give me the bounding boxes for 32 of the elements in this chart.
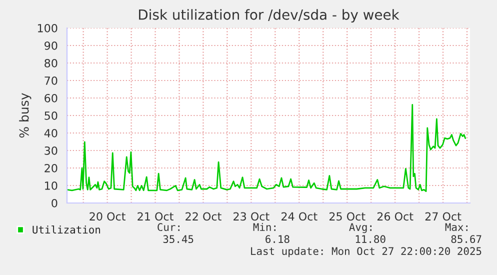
x-tick-label: 23 Oct [234, 212, 270, 221]
y-tick-label: 10 [45, 181, 58, 190]
x-tick-label: 20 Oct [90, 212, 126, 221]
y-tick-label: 0 [52, 198, 58, 208]
y-tick-label: 80 [44, 58, 58, 68]
y-axis-title: % busy [19, 93, 32, 138]
y-tick-label: 90 [44, 41, 58, 50]
text: Last update: Mon Oct 27 22:00:20 2025 [251, 246, 482, 258]
y-tick-label: 100 [38, 24, 58, 32]
x-tick-label: 27 Oct [425, 212, 462, 221]
y-tick-label: 70 [44, 76, 58, 85]
chart-title: Disk utilization for /dev/sda - by week [139, 9, 400, 23]
y-tick-label: 50 [44, 111, 58, 120]
x-tick-label: 24 Oct [282, 212, 318, 221]
text: Max: [445, 223, 468, 232]
legend-label: Utilization [32, 225, 100, 234]
x-tick-label: 22 Oct [186, 212, 222, 221]
text: 6.18 [266, 235, 290, 244]
x-tick-label: 21 Oct [138, 212, 174, 221]
y-tick-label: 30 [44, 146, 58, 155]
text: 11.80 [356, 235, 386, 244]
y-tick-label: 40 [44, 128, 58, 138]
text: Avg: [349, 223, 372, 234]
text: Cur: [158, 223, 180, 232]
x-tick-label: 25 Oct [329, 212, 366, 221]
x-tick-label: 26 Oct [377, 212, 414, 221]
text: Min: [253, 222, 276, 231]
line-series [67, 104, 466, 192]
y-tick-label: 60 [44, 94, 58, 102]
y-tick-label: 20 [44, 164, 58, 172]
text: 35.45 [163, 235, 194, 244]
text: 85.67 [451, 235, 482, 244]
